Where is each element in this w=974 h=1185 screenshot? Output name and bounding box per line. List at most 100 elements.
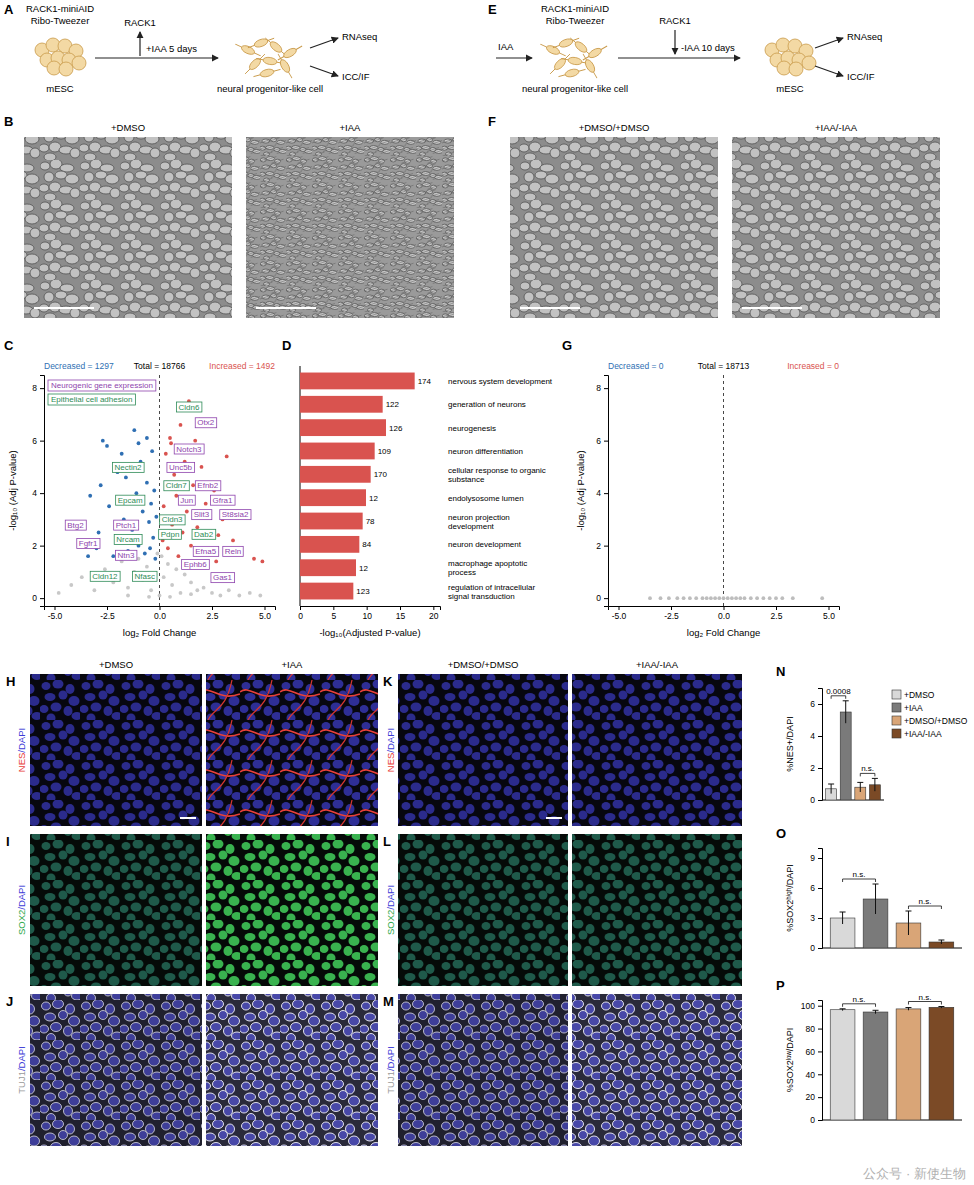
point bbox=[174, 567, 178, 571]
error-line bbox=[941, 940, 942, 944]
point bbox=[791, 596, 795, 600]
cell-cluster bbox=[35, 38, 86, 76]
cell-process bbox=[570, 38, 591, 56]
error-cap bbox=[843, 700, 849, 701]
condition-label: +DMSO bbox=[99, 659, 133, 670]
y-axis: 02468 bbox=[596, 376, 608, 607]
point bbox=[675, 596, 679, 600]
legend-label: +DMSO/+DMSO bbox=[904, 716, 968, 726]
point bbox=[88, 494, 92, 498]
gene-label: Reln bbox=[225, 547, 241, 556]
tick-label: 2 bbox=[810, 763, 815, 773]
gene-label: Cldn3 bbox=[162, 515, 183, 524]
tick: 20 bbox=[429, 606, 439, 621]
tick: 0.0 bbox=[718, 606, 730, 621]
condition-label: +DMSO bbox=[111, 122, 145, 133]
tick-mark bbox=[818, 1097, 822, 1098]
category-label: neuron projectiondevelopment bbox=[448, 513, 510, 531]
point bbox=[172, 473, 176, 477]
output-label: RNAseq bbox=[847, 31, 882, 42]
axis-title: -log₁₀ (Adj P-value) bbox=[7, 450, 18, 531]
cell-body bbox=[259, 68, 274, 78]
gene-set-box bbox=[48, 380, 156, 391]
tick-mark bbox=[724, 606, 725, 610]
panel-letter: L bbox=[383, 834, 391, 849]
arrow bbox=[815, 38, 843, 48]
cell-process bbox=[278, 54, 292, 78]
condition-label: +IAA bbox=[282, 659, 304, 670]
bar bbox=[300, 536, 359, 553]
count-label: 78 bbox=[366, 517, 375, 526]
stain-label: NES/DAPI bbox=[385, 728, 396, 772]
count-label: 109 bbox=[378, 447, 392, 456]
point bbox=[738, 596, 742, 600]
tick-label: 40 bbox=[806, 1070, 816, 1080]
cell-body bbox=[553, 57, 568, 72]
gene-label-box bbox=[195, 481, 220, 491]
point bbox=[231, 538, 235, 542]
cell-group bbox=[539, 35, 609, 80]
cell bbox=[580, 52, 600, 80]
tick-label: 0.0 bbox=[718, 611, 730, 621]
point bbox=[820, 596, 824, 600]
tick-label: 6 bbox=[810, 883, 815, 893]
gene-label-box bbox=[223, 546, 243, 556]
point bbox=[111, 554, 115, 558]
tick-mark bbox=[367, 606, 368, 610]
point bbox=[168, 436, 172, 440]
tick: 5.0 bbox=[259, 606, 271, 621]
gene-label: Btg2 bbox=[67, 521, 84, 530]
cell bbox=[72, 56, 86, 70]
error-bar bbox=[857, 782, 863, 792]
bar bbox=[300, 419, 386, 436]
gene-label-box bbox=[77, 539, 100, 549]
gene-label-box bbox=[178, 495, 195, 505]
point bbox=[156, 552, 160, 556]
tick-mark bbox=[818, 704, 822, 705]
bar bbox=[863, 1012, 888, 1120]
cell bbox=[789, 62, 803, 76]
tick-mark bbox=[433, 606, 434, 610]
error-cap bbox=[938, 940, 944, 941]
point bbox=[193, 439, 197, 443]
label-line: macrophage apoptotic bbox=[448, 559, 527, 568]
arrow bbox=[139, 32, 140, 56]
tick-mark bbox=[40, 546, 44, 547]
label-line: substance bbox=[448, 475, 485, 484]
gene-labels: Cldn6Otx2Notch3Unc5bNectin2Cldn7Efnb2Epc… bbox=[65, 402, 251, 583]
point bbox=[722, 596, 726, 600]
arrow bbox=[618, 57, 740, 58]
scale-bar bbox=[256, 307, 316, 309]
point bbox=[743, 596, 747, 600]
point bbox=[124, 475, 128, 479]
gene-label: Nrcam bbox=[116, 535, 140, 544]
stain-label: SOX2/DAPI bbox=[16, 885, 27, 935]
gene-label-box bbox=[164, 481, 189, 491]
panel-letter: J bbox=[6, 994, 13, 1009]
tick: 2.5 bbox=[207, 606, 219, 621]
significance-label: n.s. bbox=[918, 993, 931, 1002]
tick-mark bbox=[604, 493, 608, 494]
y-axis: 020406080100 bbox=[801, 1001, 823, 1126]
tick-label: 0 bbox=[596, 593, 601, 603]
tick: 0.0 bbox=[154, 606, 166, 621]
tick-mark bbox=[776, 606, 777, 610]
error-cap bbox=[938, 1006, 944, 1007]
bar bbox=[300, 443, 375, 460]
legend-label: +DMSO bbox=[904, 690, 935, 700]
annotation: Total = 18766 bbox=[134, 361, 186, 371]
tick-label: 2.5 bbox=[207, 611, 219, 621]
gene-label: Otx2 bbox=[197, 418, 214, 427]
tick-mark bbox=[40, 598, 44, 599]
fluorescence-image bbox=[206, 834, 378, 986]
tick-label: 20 bbox=[806, 1092, 816, 1102]
significance-label: n.s. bbox=[918, 897, 931, 906]
point bbox=[252, 557, 256, 561]
tick-label: 6 bbox=[32, 436, 37, 446]
stain-label: SOX2/DAPI bbox=[385, 885, 396, 935]
panel-letter: P bbox=[776, 978, 785, 993]
bar bbox=[300, 396, 383, 413]
gene-label-box bbox=[193, 546, 218, 556]
bar bbox=[300, 583, 353, 600]
point bbox=[682, 596, 686, 600]
